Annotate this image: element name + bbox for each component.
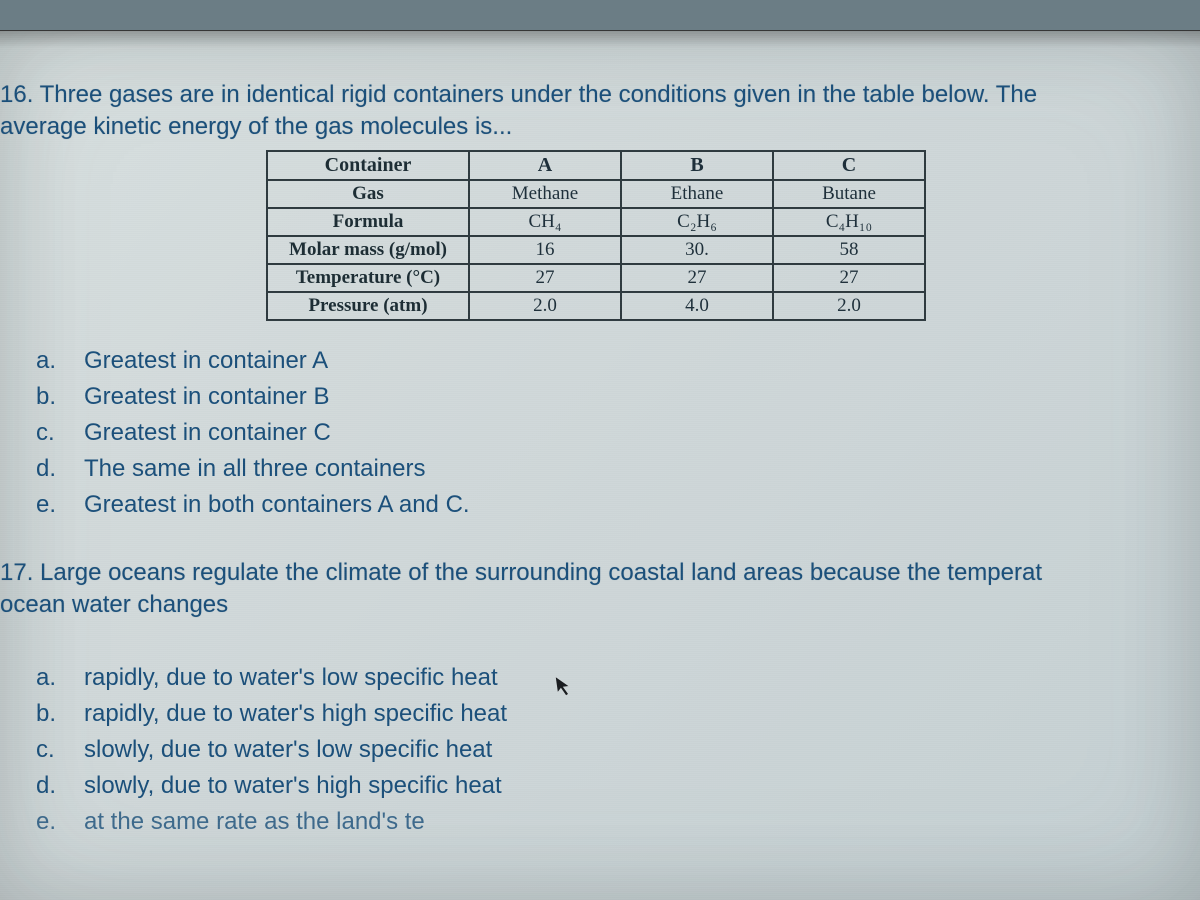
q17-option-b[interactable]: b. rapidly, due to water's high specific… — [36, 696, 1200, 732]
q16-prompt: 16. Three gases are in identical rigid c… — [0, 79, 1200, 144]
option-letter: b. — [36, 379, 84, 415]
q17-option-d[interactable]: d. slowly, due to water's high specific … — [36, 768, 1200, 804]
row-formula-b: C₂H₆ — [621, 208, 773, 236]
option-text: rapidly, due to water's low specific hea… — [84, 660, 498, 696]
q17-line2: ocean water changes — [0, 591, 228, 618]
row-mm-c: 58 — [773, 236, 925, 264]
option-text: Greatest in both containers A and C. — [84, 487, 470, 523]
row-formula-a: CH₄ — [469, 208, 621, 236]
option-letter: c. — [36, 415, 84, 451]
option-letter: a. — [36, 343, 84, 379]
table-row: Formula CH₄ C₂H₆ C₄H₁₀ — [267, 208, 925, 236]
q16-table: Container A B C Gas Methane Ethane Butan… — [266, 150, 926, 321]
q17-option-c[interactable]: c. slowly, due to water's low specific h… — [36, 732, 1200, 768]
option-text: The same in all three containers — [84, 451, 426, 487]
option-text: Greatest in container B — [84, 379, 329, 415]
option-letter: e. — [36, 487, 84, 523]
content-area: 16. Three gases are in identical rigid c… — [0, 31, 1200, 840]
th-a: A — [469, 151, 621, 180]
row-formula-c: C₄H₁₀ — [773, 208, 925, 236]
q17-options: a. rapidly, due to water's low specific … — [36, 660, 1200, 840]
th-container: Container — [267, 151, 469, 180]
option-text: rapidly, due to water's high specific he… — [84, 696, 507, 732]
row-temp-b: 27 — [621, 264, 773, 292]
q16-line1: 16. Three gases are in identical rigid c… — [0, 81, 1037, 108]
row-press-c: 2.0 — [773, 292, 925, 320]
table-row: Temperature (°C) 27 27 27 — [267, 264, 925, 292]
table-row: Gas Methane Ethane Butane — [267, 180, 925, 208]
option-text: Greatest in container C — [84, 415, 331, 451]
q16-option-e[interactable]: e. Greatest in both containers A and C. — [36, 487, 1200, 523]
row-mm-label: Molar mass (g/mol) — [267, 236, 469, 264]
q16-option-d[interactable]: d. The same in all three containers — [36, 451, 1200, 487]
row-mm-a: 16 — [469, 236, 621, 264]
q17-prompt: 17. Large oceans regulate the climate of… — [0, 557, 1200, 622]
th-c: C — [773, 151, 925, 180]
row-press-b: 4.0 — [621, 292, 773, 320]
q16-option-c[interactable]: c. Greatest in container C — [36, 415, 1200, 451]
q17-line1: 17. Large oceans regulate the climate of… — [0, 559, 1042, 586]
document-screen: 16. Three gases are in identical rigid c… — [0, 30, 1200, 900]
option-text: at the same rate as the land's te — [84, 804, 425, 840]
option-letter: b. — [36, 696, 84, 732]
table-header-row: Container A B C — [267, 151, 925, 180]
q16-options: a. Greatest in container A b. Greatest i… — [36, 343, 1200, 523]
th-b: B — [621, 151, 773, 180]
q16-line2: average kinetic energy of the gas molecu… — [0, 113, 512, 140]
row-gas-c: Butane — [773, 180, 925, 208]
row-temp-c: 27 — [773, 264, 925, 292]
option-letter: e. — [36, 804, 84, 840]
row-mm-b: 30. — [621, 236, 773, 264]
row-gas-b: Ethane — [621, 180, 773, 208]
table-row: Pressure (atm) 2.0 4.0 2.0 — [267, 292, 925, 320]
q17-option-a[interactable]: a. rapidly, due to water's low specific … — [36, 660, 1200, 696]
row-gas-a: Methane — [469, 180, 621, 208]
option-letter: d. — [36, 451, 84, 487]
row-temp-label: Temperature (°C) — [267, 264, 469, 292]
row-press-a: 2.0 — [469, 292, 621, 320]
table-row: Molar mass (g/mol) 16 30. 58 — [267, 236, 925, 264]
row-temp-a: 27 — [469, 264, 621, 292]
option-letter: a. — [36, 660, 84, 696]
option-letter: c. — [36, 732, 84, 768]
option-text: Greatest in container A — [84, 343, 328, 379]
row-formula-label: Formula — [267, 208, 469, 236]
option-text: slowly, due to water's high specific hea… — [84, 768, 502, 804]
q16-option-a[interactable]: a. Greatest in container A — [36, 343, 1200, 379]
q17-option-e[interactable]: e. at the same rate as the land's te — [36, 804, 1200, 840]
row-gas-label: Gas — [267, 180, 469, 208]
option-letter: d. — [36, 768, 84, 804]
option-text: slowly, due to water's low specific heat — [84, 732, 492, 768]
q16-option-b[interactable]: b. Greatest in container B — [36, 379, 1200, 415]
row-press-label: Pressure (atm) — [267, 292, 469, 320]
